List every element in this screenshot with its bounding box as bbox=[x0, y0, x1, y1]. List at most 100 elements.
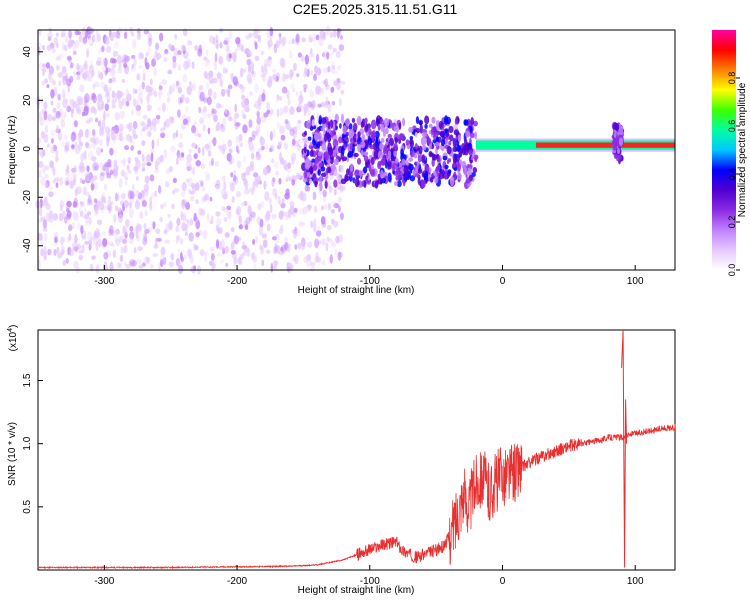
spectrogram-cell bbox=[124, 64, 130, 75]
spectrogram-cell bbox=[172, 190, 175, 195]
spectrogram-cell bbox=[216, 72, 222, 80]
spectrogram-cell bbox=[314, 255, 320, 263]
spectrogram-cell bbox=[331, 201, 337, 207]
spectrogram-cell bbox=[120, 192, 127, 199]
spectrogram-cell bbox=[77, 99, 81, 105]
spectrogram-cell bbox=[146, 95, 150, 105]
spectrogram-cell bbox=[81, 179, 86, 185]
spectrogram-cell bbox=[84, 105, 90, 112]
spectrogram-cell bbox=[164, 181, 170, 188]
spectrogram-cell bbox=[194, 45, 199, 51]
spectrogram-cell bbox=[416, 160, 421, 166]
spectrogram-cell bbox=[64, 177, 70, 187]
spectrogram-cell bbox=[221, 89, 227, 94]
spectrogram-cell bbox=[393, 181, 398, 186]
spectrogram-cell bbox=[433, 170, 436, 177]
spectrogram-cell bbox=[308, 34, 313, 43]
spectrogram-cell bbox=[303, 107, 307, 117]
spectrogram-cell bbox=[93, 181, 99, 191]
spectrogram-cell bbox=[243, 155, 247, 163]
spectrogram-cell bbox=[163, 121, 167, 130]
spectrogram-cell bbox=[454, 117, 458, 125]
spectrogram-cell bbox=[444, 164, 449, 169]
spectrogram-cell bbox=[318, 37, 324, 47]
spectrogram-cell bbox=[188, 189, 192, 194]
spectrogram-cell bbox=[164, 239, 170, 244]
spectrogram-cell bbox=[37, 160, 44, 169]
spectrogram-cell bbox=[63, 111, 67, 118]
spectrogram-cell bbox=[320, 172, 327, 177]
spectrogram-cell bbox=[303, 170, 308, 180]
spectrogram-cell bbox=[113, 213, 117, 223]
spectrogram-cell bbox=[79, 210, 84, 217]
spectrogram-cell bbox=[165, 168, 171, 175]
spectrogram-cell bbox=[219, 41, 223, 49]
spectrogram-cell bbox=[37, 46, 41, 56]
spectrogram-cell bbox=[54, 231, 59, 239]
spectrogram-cell bbox=[461, 147, 467, 156]
spectrogram-cell bbox=[65, 258, 69, 264]
spectrogram-cell bbox=[154, 190, 158, 198]
spectrogram-cell bbox=[113, 127, 117, 133]
spectrogram-cell bbox=[368, 164, 372, 172]
snr-x-tick-label: 100 bbox=[627, 576, 644, 587]
spectrogram-cell bbox=[286, 174, 290, 181]
spectrogram-cell bbox=[270, 262, 274, 273]
spectrogram-cell bbox=[202, 97, 208, 103]
spectrogram-cell bbox=[351, 117, 356, 124]
spectrogram-cell bbox=[76, 186, 82, 195]
spectrogram-cell bbox=[255, 128, 259, 137]
spectrogram-cell bbox=[41, 44, 46, 51]
spectrogram-cell bbox=[252, 180, 256, 191]
spectrogram-cell bbox=[252, 238, 255, 246]
spectrogram-cell bbox=[393, 125, 397, 132]
spectrogram-cell bbox=[62, 98, 68, 108]
spectrogram-cell bbox=[113, 164, 117, 172]
spectrogram-cell bbox=[443, 172, 448, 180]
spectrogram-cell bbox=[156, 119, 160, 125]
figure-title: C2E5.2025.315.11.51.G11 bbox=[293, 1, 458, 17]
spectrogram-cell bbox=[100, 125, 103, 132]
spectrogram-cell bbox=[46, 44, 52, 51]
spectrogram-cell bbox=[77, 222, 81, 230]
spectrogram-cell bbox=[361, 133, 366, 143]
spectrogram-cell bbox=[52, 179, 56, 184]
spectrogram-cell bbox=[259, 218, 264, 228]
spectrogram-cell bbox=[123, 261, 127, 267]
spectrogram-cell bbox=[328, 202, 331, 211]
spectrogram-cell bbox=[257, 175, 261, 183]
spectrogram-cell bbox=[38, 232, 41, 238]
spectrogram-cell bbox=[147, 131, 152, 137]
spectrogram-cell bbox=[357, 131, 361, 138]
spectrogram-cell bbox=[301, 37, 306, 43]
spectrogram-cell bbox=[250, 188, 255, 196]
spectrogram-cell bbox=[132, 228, 136, 235]
spectrogram-cell bbox=[353, 179, 357, 184]
spectrogram-cell bbox=[381, 177, 387, 184]
spectrogram-cell bbox=[338, 205, 341, 213]
spectrogram-cell bbox=[72, 200, 77, 208]
spectrogram-cell bbox=[244, 188, 250, 195]
spectrogram-cell bbox=[191, 184, 197, 193]
spectrogram-cell bbox=[72, 50, 77, 56]
spectrogram-cell bbox=[42, 149, 46, 157]
spectrogram-cell bbox=[179, 133, 184, 139]
spectrogram-cell bbox=[147, 90, 153, 97]
spectrogram-cell bbox=[88, 117, 94, 122]
spectrogram-cell bbox=[76, 212, 79, 222]
spectrogram-cell bbox=[281, 86, 288, 94]
spectrogram-cell bbox=[74, 39, 80, 49]
spectrogram-cell bbox=[122, 225, 127, 235]
spectrogram-cell bbox=[109, 147, 114, 156]
spectrogram-cell bbox=[60, 114, 65, 122]
spectrogram-cell bbox=[266, 249, 271, 255]
spectrogram-cell bbox=[238, 224, 244, 230]
spectrogram-cell bbox=[152, 252, 158, 257]
spectrogram-cell bbox=[224, 231, 230, 238]
spectrogram-cell bbox=[163, 149, 168, 159]
spectrogram-cell bbox=[403, 165, 410, 175]
spectrogram-cell bbox=[216, 229, 222, 235]
spectrogram-cell bbox=[332, 47, 337, 53]
spectrogram-cell bbox=[99, 71, 104, 80]
spectrogram-cell bbox=[323, 203, 328, 210]
